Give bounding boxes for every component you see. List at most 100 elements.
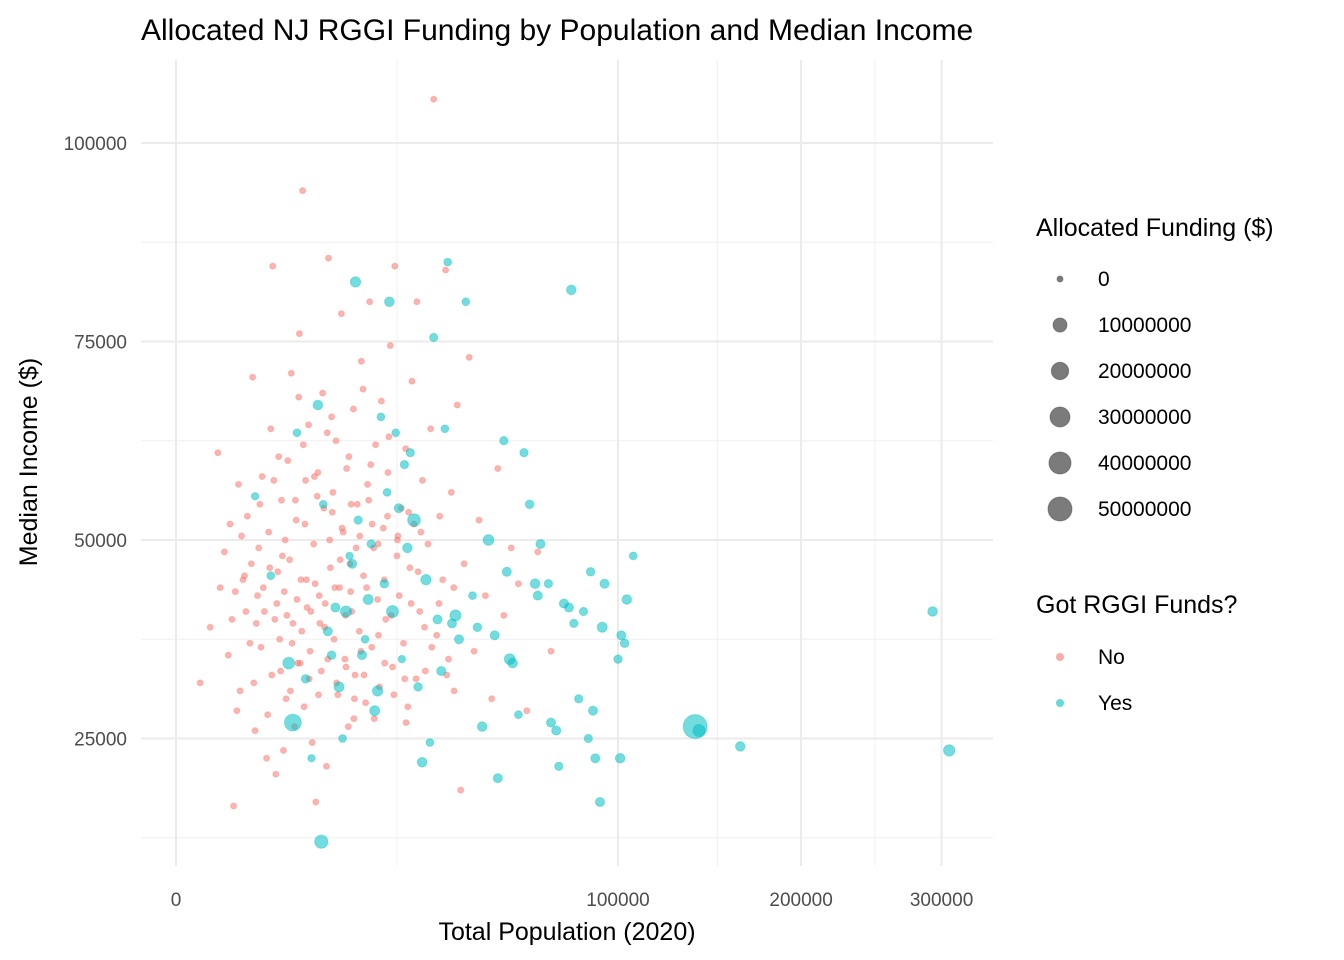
data-point: [377, 397, 385, 405]
data-point: [295, 330, 303, 338]
size-legend-key: [1050, 361, 1070, 381]
data-point: [268, 671, 276, 679]
data-point: [356, 532, 364, 540]
data-point: [367, 461, 375, 469]
data-point: [275, 453, 283, 461]
data-point: [406, 564, 414, 572]
data-point: [619, 638, 630, 648]
data-point: [614, 753, 626, 764]
data-point: [319, 389, 327, 397]
data-point: [443, 257, 453, 267]
data-point: [475, 516, 483, 524]
data-point: [472, 622, 483, 633]
data-point: [277, 667, 285, 675]
data-point: [427, 425, 435, 433]
data-point: [350, 715, 358, 723]
size-legend-label: 0: [1098, 268, 1110, 291]
data-point: [260, 608, 268, 615]
data-point: [206, 623, 214, 631]
data-point: [585, 567, 596, 577]
data-point: [435, 600, 443, 607]
data-point: [288, 639, 296, 647]
data-point: [289, 619, 297, 627]
data-point: [299, 187, 307, 195]
data-point: [328, 508, 336, 516]
data-point: [735, 741, 746, 752]
y-axis-title: Median Income ($): [15, 358, 43, 566]
data-point: [284, 457, 292, 465]
color-legend-label: Yes: [1098, 692, 1132, 715]
data-point: [563, 602, 574, 613]
data-point: [443, 671, 451, 679]
data-point: [492, 773, 503, 784]
data-point: [413, 682, 423, 692]
data-point: [578, 606, 589, 617]
data-point: [425, 738, 435, 747]
data-point: [347, 588, 355, 596]
data-point: [338, 734, 348, 743]
data-point: [424, 540, 432, 548]
data-point: [566, 284, 577, 296]
data-point: [342, 663, 350, 671]
data-point: [547, 647, 555, 655]
data-point: [300, 703, 308, 711]
data-point: [400, 639, 407, 647]
data-point: [500, 611, 508, 619]
data-point: [407, 600, 415, 607]
data-point: [310, 473, 318, 480]
data-point: [287, 369, 295, 377]
data-point: [355, 627, 363, 635]
data-point: [489, 630, 500, 641]
data-point: [927, 606, 938, 617]
data-point: [278, 496, 285, 504]
data-point: [216, 584, 224, 592]
data-point: [228, 615, 236, 623]
data-point: [414, 568, 422, 576]
data-point: [314, 834, 329, 849]
data-point: [360, 671, 368, 679]
data-point: [266, 564, 274, 572]
data-point: [220, 548, 228, 556]
data-point: [376, 412, 386, 422]
x-tick-label: 0: [171, 890, 182, 911]
size-legend-key: [1056, 275, 1064, 283]
data-point: [347, 500, 355, 508]
data-point: [362, 593, 374, 606]
data-point: [243, 512, 251, 520]
data-point: [583, 733, 593, 744]
data-point: [316, 619, 324, 627]
data-point: [291, 496, 299, 504]
data-point: [628, 551, 638, 561]
color-legend-items: No Yes: [1056, 646, 1132, 715]
data-point: [481, 592, 489, 600]
data-point: [283, 611, 291, 619]
data-point: [250, 492, 260, 501]
data-point: [545, 717, 557, 728]
data-point: [273, 600, 281, 607]
data-point: [298, 627, 306, 635]
x-tick-label: 100000: [586, 890, 649, 911]
data-point: [314, 469, 322, 476]
data-point: [421, 667, 429, 675]
data-point: [315, 592, 323, 600]
size-legend-key: [1047, 496, 1073, 522]
data-point: [249, 373, 257, 381]
data-point: [385, 433, 393, 441]
data-point: [519, 448, 529, 458]
data-point: [943, 744, 956, 757]
data-point: [416, 757, 428, 768]
data-point: [514, 710, 523, 720]
data-point: [241, 572, 248, 580]
size-legend-label: 50000000: [1098, 498, 1191, 521]
data-point: [382, 488, 392, 497]
data-point: [272, 770, 280, 778]
data-point: [318, 499, 328, 509]
data-point: [532, 590, 543, 601]
data-point: [574, 694, 584, 704]
data-point: [329, 488, 337, 496]
data-point: [445, 655, 452, 663]
data-point: [360, 572, 367, 580]
data-point: [393, 503, 404, 514]
